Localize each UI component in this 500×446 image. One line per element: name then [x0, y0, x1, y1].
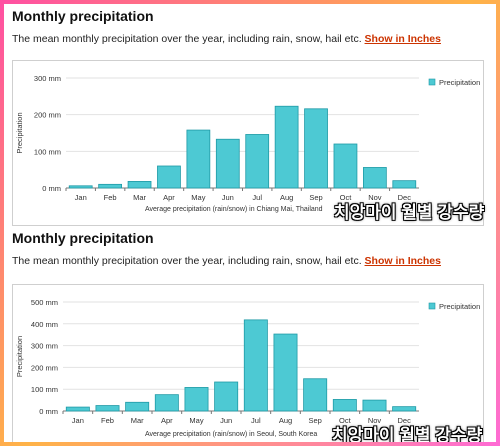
x-tick-label: Sep [309, 193, 322, 202]
bar-sep [304, 108, 328, 189]
description-text: The mean monthly precipitation over the … [12, 255, 362, 267]
section-description: The mean monthly precipitation over the … [12, 33, 441, 45]
x-tick-label: Jan [72, 416, 84, 425]
bar-mar [125, 401, 150, 412]
bar-may [184, 387, 209, 412]
x-tick-label: Oct [340, 193, 353, 202]
precipitation-section-chiang-mai: Monthly precipitation The mean monthly p… [4, 4, 496, 226]
y-tick-label: 300 mm [34, 74, 61, 83]
bar-aug [273, 333, 298, 412]
legend-swatch [428, 302, 436, 310]
y-axis-label: Precipitation [15, 336, 24, 377]
bar-dec [392, 406, 417, 412]
y-tick-label: 400 mm [31, 320, 58, 329]
bar-sep [303, 378, 328, 412]
bar-oct [333, 143, 358, 189]
x-tick-label: Sep [308, 416, 321, 425]
x-tick-label: Aug [279, 416, 292, 425]
x-tick-label: Jul [251, 416, 261, 425]
bar-oct [332, 399, 357, 412]
bar-jan [68, 185, 93, 189]
y-tick-label: 100 mm [34, 147, 61, 156]
legend-label: Precipitation [439, 78, 480, 87]
x-tick-label: Feb [101, 416, 114, 425]
y-tick-label: 0 mm [39, 407, 58, 416]
bar-apr [157, 165, 181, 189]
show-in-inches-link[interactable]: Show in Inches [364, 255, 441, 267]
bar-nov [363, 167, 387, 189]
chart-caption: Average precipitation (rain/snow) in Chi… [145, 206, 323, 213]
legend-label: Precipitation [439, 302, 480, 311]
bar-apr [154, 394, 179, 412]
y-axis-label: Precipitation [15, 112, 24, 153]
chart-container: 0 mm 100 mm 200 mm 300 mm Jan Feb Mar Apr May Jun… [12, 60, 484, 226]
x-tick-label: Jun [220, 416, 232, 425]
bar-jul [243, 319, 268, 412]
section-heading: Monthly precipitation [12, 230, 154, 246]
description-text: The mean monthly precipitation over the … [12, 33, 362, 45]
precipitation-section-seoul: Monthly precipitation The mean monthly p… [4, 226, 496, 442]
y-tick-label: 0 mm [42, 184, 61, 193]
bar-jul [245, 134, 270, 189]
legend-swatch [428, 78, 436, 86]
bar-nov [362, 399, 387, 412]
x-tick-label: Dec [398, 193, 412, 202]
x-tick-label: Apr [161, 416, 173, 425]
x-tick-label: Nov [368, 416, 382, 425]
chart-caption: Average precipitation (rain/snow) in Seo… [145, 431, 317, 438]
x-tick-label: Dec [397, 416, 411, 425]
bar-feb [95, 405, 120, 412]
y-tick-label: 200 mm [31, 363, 58, 372]
x-tick-label: Jul [252, 193, 262, 202]
bar-jun [214, 381, 239, 412]
bar-jun [215, 138, 240, 189]
section-description: The mean monthly precipitation over the … [12, 255, 441, 267]
overlay-caption: 치앙마이 월별 강수량 [332, 426, 483, 442]
x-tick-label: May [191, 193, 205, 202]
overlay-caption: 치앙마이 월별 강수량 [334, 203, 485, 222]
bar-mar [127, 181, 152, 189]
x-tick-label: Nov [368, 193, 382, 202]
screenshot-frame: Monthly precipitation The mean monthly p… [4, 4, 496, 442]
x-tick-label: May [189, 416, 203, 425]
x-tick-label: Jan [75, 193, 87, 202]
x-tick-label: Mar [131, 416, 144, 425]
section-heading: Monthly precipitation [12, 8, 154, 24]
show-in-inches-link[interactable]: Show in Inches [364, 33, 441, 45]
bar-jan [65, 406, 90, 412]
chart-container: 0 mm 100 mm 200 mm 300 mm 400 mm 500 mm Jan Feb… [12, 284, 484, 442]
y-tick-label: 100 mm [31, 385, 58, 394]
x-tick-label: Jun [222, 193, 234, 202]
bar-feb [98, 183, 122, 189]
x-tick-label: Oct [339, 416, 352, 425]
y-tick-label: 300 mm [31, 342, 58, 351]
precipitation-chart: 0 mm 100 mm 200 mm 300 mm 400 mm 500 mm Jan Feb… [15, 298, 480, 438]
bar-aug [274, 105, 299, 189]
bar-dec [392, 180, 417, 189]
y-tick-label: 200 mm [34, 111, 61, 120]
x-tick-label: Aug [280, 193, 293, 202]
x-tick-label: Mar [133, 193, 146, 202]
y-tick-label: 500 mm [31, 298, 58, 307]
bar-may [186, 129, 211, 189]
precipitation-chart: 0 mm 100 mm 200 mm 300 mm Jan Feb Mar Apr May Jun… [15, 74, 480, 213]
x-tick-label: Apr [163, 193, 175, 202]
x-tick-label: Feb [104, 193, 117, 202]
